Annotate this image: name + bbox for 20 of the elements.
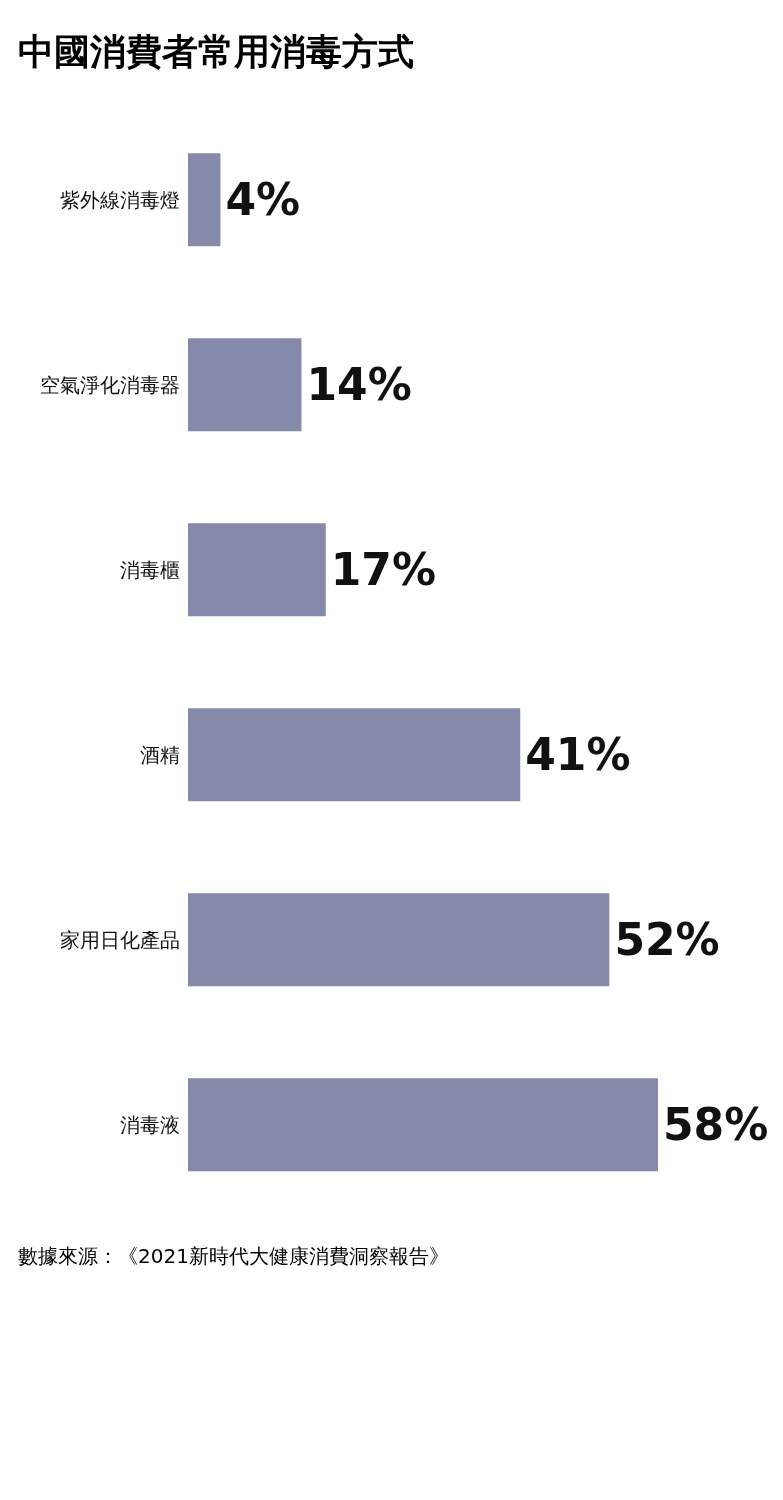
data-label: 52% [614,914,720,966]
data-label: 58% [663,1099,769,1151]
data-label: 17% [330,544,437,596]
bar [188,1078,658,1172]
bar [188,708,521,802]
data-label: 4% [225,174,301,226]
bar [188,338,302,432]
bar [188,893,610,987]
y-tick-label: 消毒櫃 [120,557,180,582]
y-tick-label: 消毒液 [120,1112,180,1137]
y-tick-label: 酒精 [140,742,180,767]
bar [188,523,326,617]
data-label: 14% [306,359,412,411]
y-tick-label: 家用日化產品 [60,927,180,952]
y-tick-label: 紫外線消毒燈 [60,187,180,212]
bar [188,153,221,247]
text: 數據來源：《2021新時代大健康消費洞察報告》 [17,1243,450,1270]
y-tick-label: 空氣淨化消毒器 [40,372,180,397]
chart-title: 中國消費者常用消毒方式 [17,30,415,74]
data-label: 41% [525,729,631,781]
